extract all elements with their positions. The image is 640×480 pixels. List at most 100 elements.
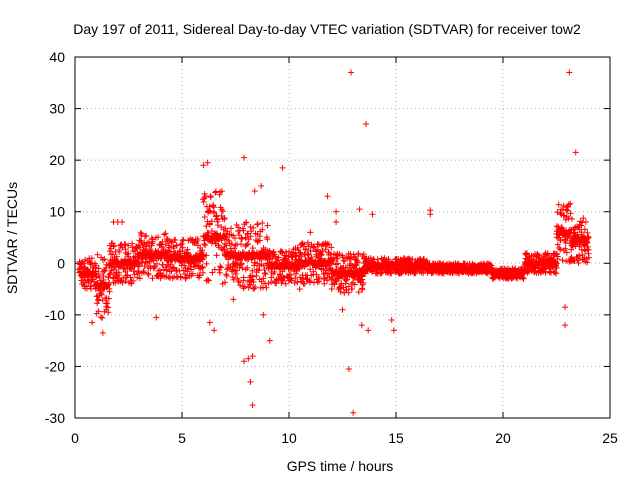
data-point: [256, 237, 263, 244]
data-point: [92, 262, 99, 269]
data-point: [343, 277, 350, 284]
data-point: [115, 269, 122, 276]
y-tick-label: 40: [49, 49, 65, 65]
data-point: [562, 322, 569, 329]
data-point: [101, 268, 108, 275]
data-point: [247, 281, 254, 288]
data-point: [95, 308, 102, 315]
data-point: [359, 285, 366, 292]
data-point: [151, 263, 158, 270]
data-point: [243, 219, 250, 226]
plot-frame: [74, 56, 611, 419]
data-point: [105, 309, 112, 316]
data-point: [243, 241, 250, 248]
data-point: [113, 253, 120, 260]
data-point: [134, 274, 141, 281]
data-point: [239, 249, 246, 256]
data-point: [248, 228, 255, 235]
data-point: [296, 286, 303, 293]
data-point: [106, 288, 113, 295]
data-point: [145, 271, 152, 278]
data-point: [213, 230, 220, 237]
data-point: [134, 268, 141, 275]
data-point: [251, 188, 258, 195]
data-point: [230, 276, 237, 283]
data-point: [218, 223, 225, 230]
data-point: [241, 154, 248, 161]
data-point: [188, 266, 195, 273]
data-point: [234, 275, 241, 282]
data-point: [100, 273, 107, 280]
data-point: [228, 225, 235, 232]
data-point: [388, 317, 395, 324]
data-point: [97, 277, 104, 284]
data-point: [203, 252, 210, 259]
data-point: [249, 273, 256, 280]
data-point: [556, 244, 563, 251]
data-point: [213, 252, 220, 259]
data-point: [141, 269, 148, 276]
data-marks: [76, 69, 592, 416]
grid: [75, 57, 610, 418]
data-point: [221, 216, 228, 223]
data-point: [212, 188, 219, 195]
data-point: [249, 402, 256, 409]
data-point: [127, 274, 134, 281]
data-point: [200, 251, 207, 258]
data-point: [240, 227, 247, 234]
data-point: [98, 290, 105, 297]
data-point: [237, 241, 244, 248]
y-tick-label: -30: [45, 410, 65, 426]
data-point: [120, 275, 127, 282]
data-point: [427, 211, 434, 218]
data-point: [249, 267, 256, 274]
x-tick-label: 0: [71, 430, 79, 446]
data-point: [125, 250, 132, 257]
y-tick-label: -10: [45, 307, 65, 323]
data-point: [168, 239, 175, 246]
data-point: [244, 230, 251, 237]
data-point: [231, 235, 238, 242]
data-point: [81, 264, 88, 271]
data-point: [282, 280, 289, 287]
data-point: [204, 276, 211, 283]
data-point: [78, 263, 85, 270]
data-point: [194, 235, 201, 242]
data-point: [214, 222, 221, 229]
data-point: [162, 230, 169, 237]
data-point: [124, 272, 131, 279]
data-point: [122, 268, 129, 275]
data-point: [87, 259, 94, 266]
data-point: [222, 279, 229, 286]
data-point: [116, 248, 123, 255]
data-point: [89, 319, 96, 326]
ticks: 0 5 10 15 20 25 -30 -20 -10 0 10 20 30 40: [45, 49, 618, 446]
data-point: [98, 291, 105, 298]
data-point: [348, 69, 355, 76]
data-point: [268, 274, 275, 281]
data-point: [205, 230, 212, 237]
data-point: [103, 300, 110, 307]
x-tick-label: 25: [602, 430, 618, 446]
data-point: [217, 264, 224, 271]
data-point: [247, 233, 254, 240]
data-point: [150, 257, 157, 264]
data-point: [136, 260, 143, 267]
data-point: [264, 236, 271, 243]
data-point: [105, 295, 112, 302]
data-point: [106, 271, 113, 278]
data-point: [208, 228, 215, 235]
data-point: [122, 278, 129, 285]
data-point: [242, 234, 249, 241]
data-point: [110, 243, 117, 250]
data-point: [232, 270, 239, 277]
data-point: [547, 269, 554, 276]
data-point: [333, 208, 340, 215]
data-point: [236, 232, 243, 239]
data-point: [324, 193, 331, 200]
data-point: [95, 271, 102, 278]
data-point: [223, 230, 230, 237]
data-point: [273, 280, 280, 287]
data-point: [215, 242, 222, 249]
data-point: [85, 279, 92, 286]
